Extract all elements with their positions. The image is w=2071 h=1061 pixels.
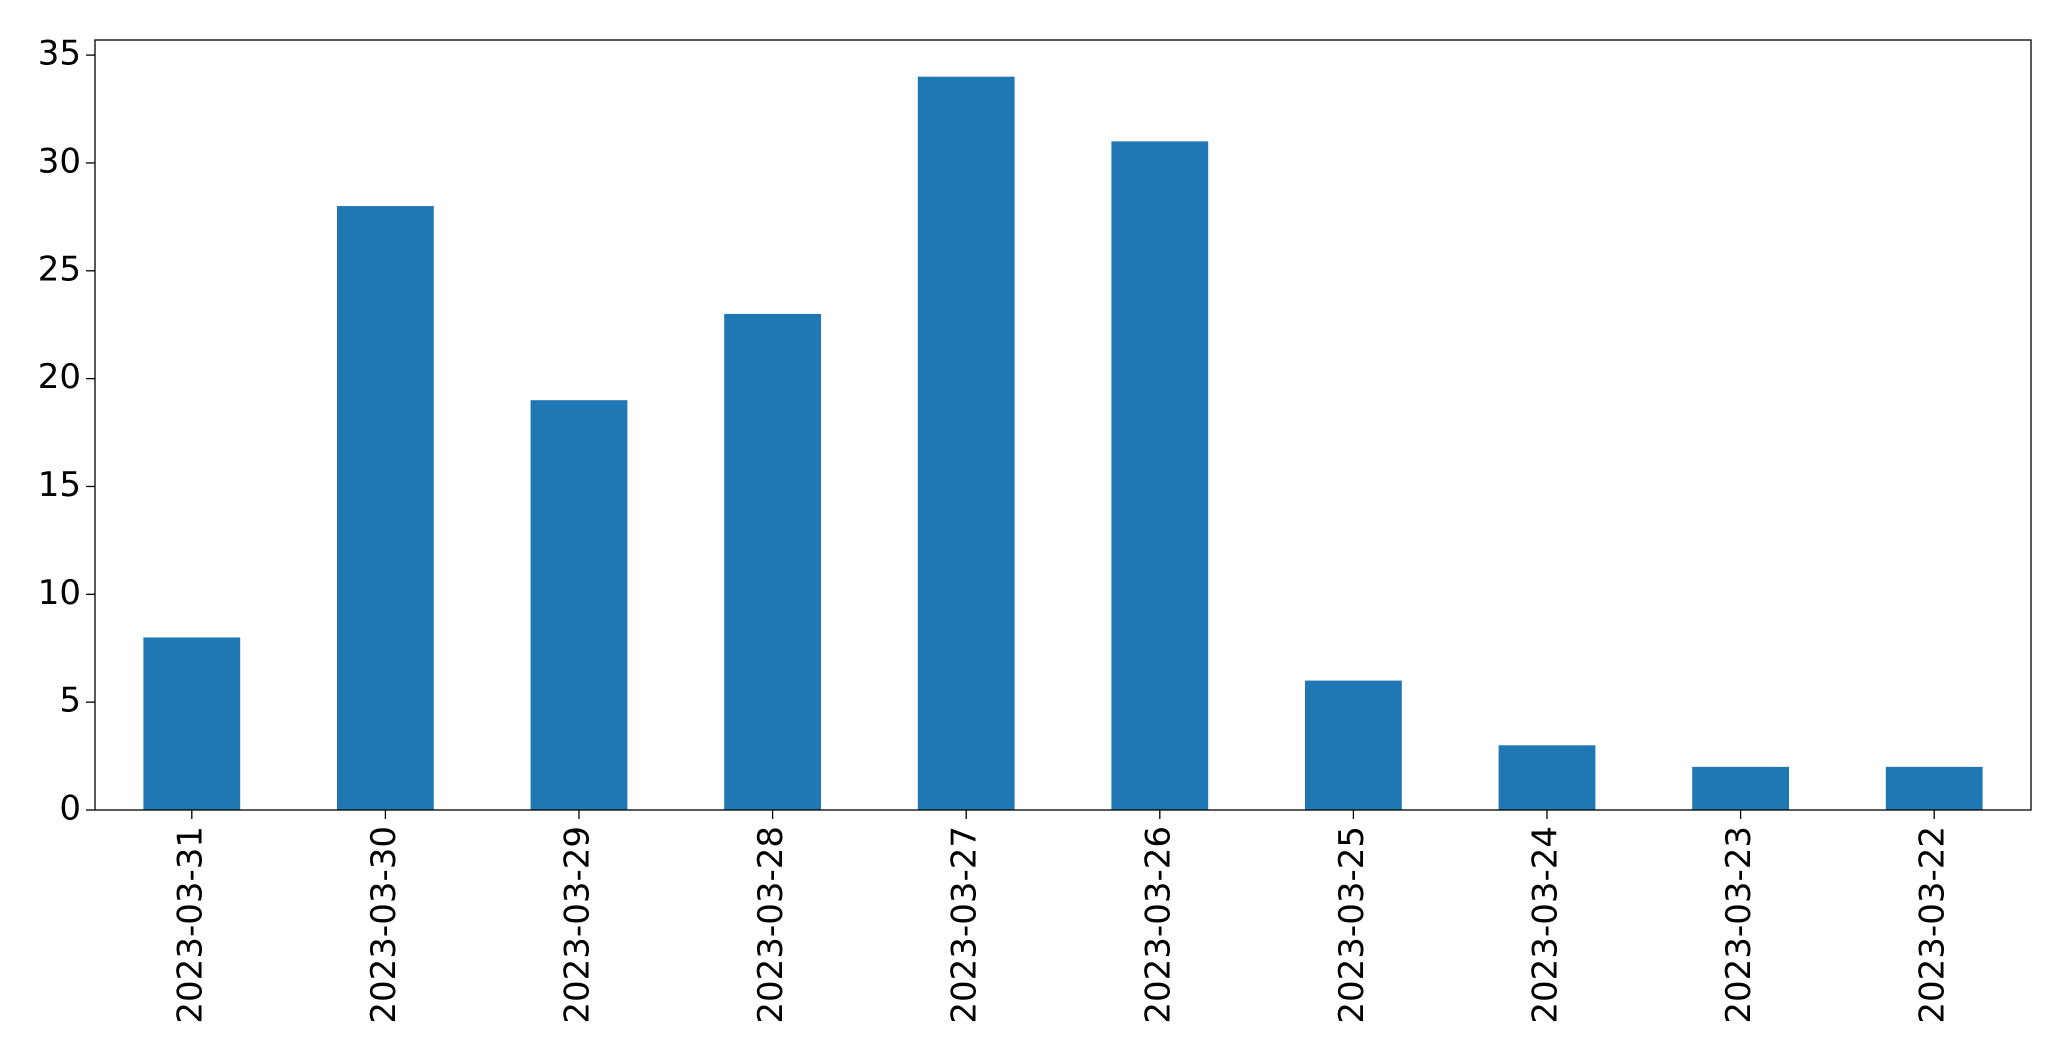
y-tick-label: 0: [59, 789, 81, 829]
bar: [337, 206, 434, 810]
x-tick-label: 2023-03-31: [170, 826, 210, 1024]
x-tick-label: 2023-03-30: [364, 826, 404, 1024]
y-tick-label: 30: [38, 141, 81, 181]
y-tick-label: 25: [38, 249, 81, 289]
y-tick-label: 5: [59, 681, 81, 721]
y-tick-label: 15: [38, 465, 81, 505]
x-tick-label: 2023-03-22: [1913, 826, 1953, 1024]
bar: [1305, 680, 1402, 810]
y-tick-label: 20: [38, 357, 81, 397]
bar: [1692, 766, 1789, 810]
plot-frame: [94, 39, 2032, 811]
x-tick-label: 2023-03-24: [1526, 826, 1566, 1024]
x-tick-label: 2023-03-29: [558, 826, 598, 1024]
x-tick-label: 2023-03-26: [1138, 826, 1178, 1024]
bar: [1498, 745, 1596, 810]
bar: [1111, 141, 1209, 810]
y-tick-label: 10: [38, 573, 81, 613]
bar: [724, 313, 821, 810]
x-tick-label: 2023-03-23: [1719, 826, 1759, 1024]
x-tick-label: 2023-03-25: [1332, 826, 1372, 1024]
x-tick-label: 2023-03-28: [751, 826, 791, 1024]
y-tick-label: 35: [38, 34, 81, 74]
bar: [917, 76, 1015, 810]
bar: [143, 637, 241, 810]
bar: [1885, 766, 1983, 810]
bar: [530, 400, 628, 810]
x-tick-label: 2023-03-27: [945, 826, 985, 1024]
